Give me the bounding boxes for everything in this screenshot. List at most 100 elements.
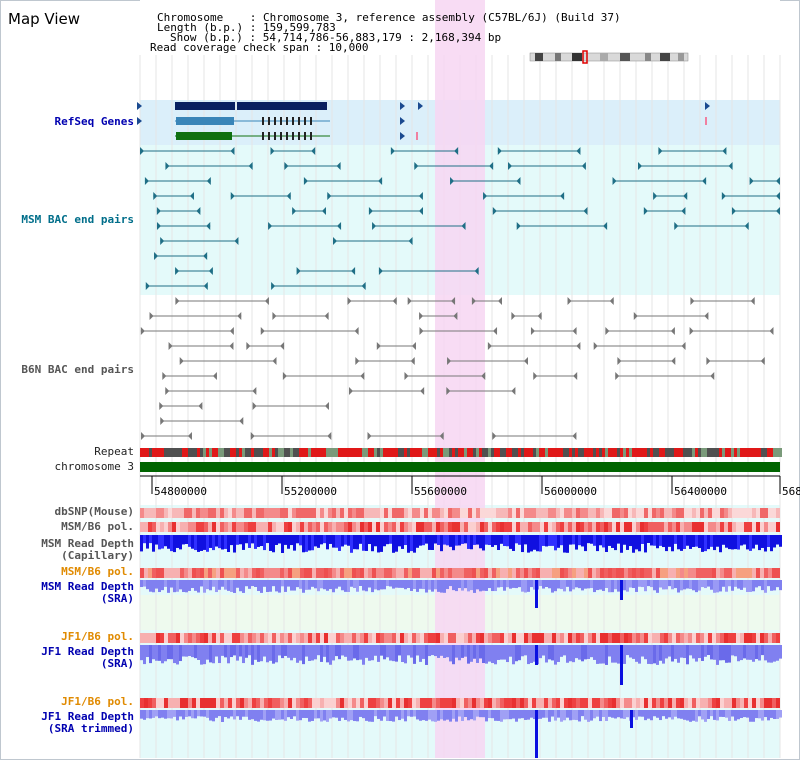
heat-cell	[476, 508, 480, 518]
heat-cell	[140, 522, 144, 532]
heat-cell	[608, 522, 612, 532]
heat-cell	[508, 522, 512, 532]
heat-cell	[408, 698, 412, 708]
msm-bac-pair-end	[637, 162, 642, 170]
heat-cell	[384, 508, 388, 518]
track-label-jf1-pol[interactable]: JF1/B6 pol.	[61, 630, 134, 643]
depth-bar	[251, 710, 254, 720]
depth-bar	[452, 645, 455, 665]
depth-bar	[227, 580, 230, 591]
heat-cell	[480, 568, 484, 578]
heat-cell	[268, 508, 272, 518]
track-label-jf1-depth-sra[interactable]: JF1 Read Depth	[41, 645, 134, 658]
depth-bar	[188, 645, 191, 657]
repeat-block	[257, 448, 260, 457]
depth-bar	[626, 535, 629, 550]
track-label-msm-depth-sra[interactable]: MSM Read Depth	[41, 580, 134, 593]
track-label-msm-bac[interactable]: MSM BAC end pairs	[21, 213, 134, 226]
depth-bar	[197, 645, 200, 661]
depth-bar	[221, 710, 224, 722]
heat-cell	[424, 508, 428, 518]
heat-cell	[588, 568, 592, 578]
heat-cell	[200, 698, 204, 708]
repeat-block	[149, 448, 152, 457]
repeat-block	[647, 448, 650, 457]
depth-bar	[242, 645, 245, 664]
exon-tick	[304, 117, 306, 125]
depth-bar	[617, 580, 620, 592]
heat-cell	[460, 522, 464, 532]
track-label-dbsnp[interactable]: dbSNP(Mouse)	[54, 505, 134, 518]
heat-cell	[624, 633, 628, 643]
heat-cell	[248, 633, 252, 643]
heat-cell	[140, 698, 144, 708]
heat-cell	[500, 522, 504, 532]
depth-bar	[140, 535, 143, 552]
depth-bar	[239, 710, 242, 720]
depth-bar	[761, 710, 764, 721]
repeat-block	[545, 448, 548, 457]
depth-bar	[761, 535, 764, 548]
heat-cell	[188, 633, 192, 643]
heat-cell	[580, 508, 584, 518]
depth-bar	[503, 580, 506, 591]
depth-bar	[374, 710, 377, 717]
depth-bar	[221, 535, 224, 550]
depth-bar	[464, 710, 467, 718]
track-label-repeat[interactable]: Repeat	[94, 445, 134, 458]
heat-cell	[308, 568, 312, 578]
heat-cell	[408, 633, 412, 643]
depth-bar	[596, 535, 599, 552]
track-label-msm-pol[interactable]: MSM/B6 pol.	[61, 520, 134, 533]
heat-cell	[256, 633, 260, 643]
heat-cell	[700, 522, 704, 532]
depth-bar	[728, 710, 731, 721]
track-label-b6n-bac[interactable]: B6N BAC end pairs	[21, 363, 134, 376]
heat-cell	[640, 522, 644, 532]
repeat-block	[644, 448, 647, 457]
depth-bar	[548, 535, 551, 546]
track-label-jf1-pol-2[interactable]: JF1/B6 pol.	[61, 695, 134, 708]
depth-bar	[287, 710, 290, 718]
gene-arrow	[137, 102, 142, 110]
depth-bar	[311, 535, 314, 551]
repeat-block	[470, 448, 473, 457]
heat-cell	[652, 633, 656, 643]
heat-cell	[504, 568, 508, 578]
track-label-refseq[interactable]: RefSeq Genes	[54, 115, 134, 128]
heat-cell	[332, 522, 336, 532]
track-label-jf1-depth-trim[interactable]: JF1 Read Depth	[41, 710, 134, 723]
depth-bar	[680, 580, 683, 591]
track-label-msm-depth-cap[interactable]: MSM Read Depth	[41, 537, 134, 550]
depth-bar	[257, 710, 260, 722]
depth-bar	[278, 580, 281, 593]
depth-bar	[281, 710, 284, 720]
ideogram-band	[660, 53, 670, 61]
b6n-bac-pair-end	[252, 402, 257, 410]
heat-cell	[172, 633, 176, 643]
heat-cell	[428, 698, 432, 708]
heat-cell	[144, 522, 148, 532]
depth-bar	[734, 645, 737, 657]
depth-bar	[608, 645, 611, 657]
heat-cell	[160, 698, 164, 708]
track-label-msm-pol-2[interactable]: MSM/B6 pol.	[61, 565, 134, 578]
depth-bar	[194, 645, 197, 659]
depth-bar	[326, 645, 329, 663]
heat-cell	[664, 633, 668, 643]
depth-bar	[152, 645, 155, 660]
gene-arrow	[400, 117, 405, 125]
b6n-bac-pair-end	[250, 432, 255, 440]
heat-cell	[384, 698, 388, 708]
heat-cell	[568, 568, 572, 578]
heat-cell	[412, 568, 416, 578]
heat-cell	[756, 508, 760, 518]
heat-cell	[644, 508, 648, 518]
depth-bar	[239, 580, 242, 592]
depth-bar	[407, 645, 410, 656]
heat-cell	[604, 698, 608, 708]
depth-bar	[182, 535, 185, 545]
heat-cell	[668, 508, 672, 518]
track-label-chromosome[interactable]: chromosome 3	[54, 460, 134, 473]
